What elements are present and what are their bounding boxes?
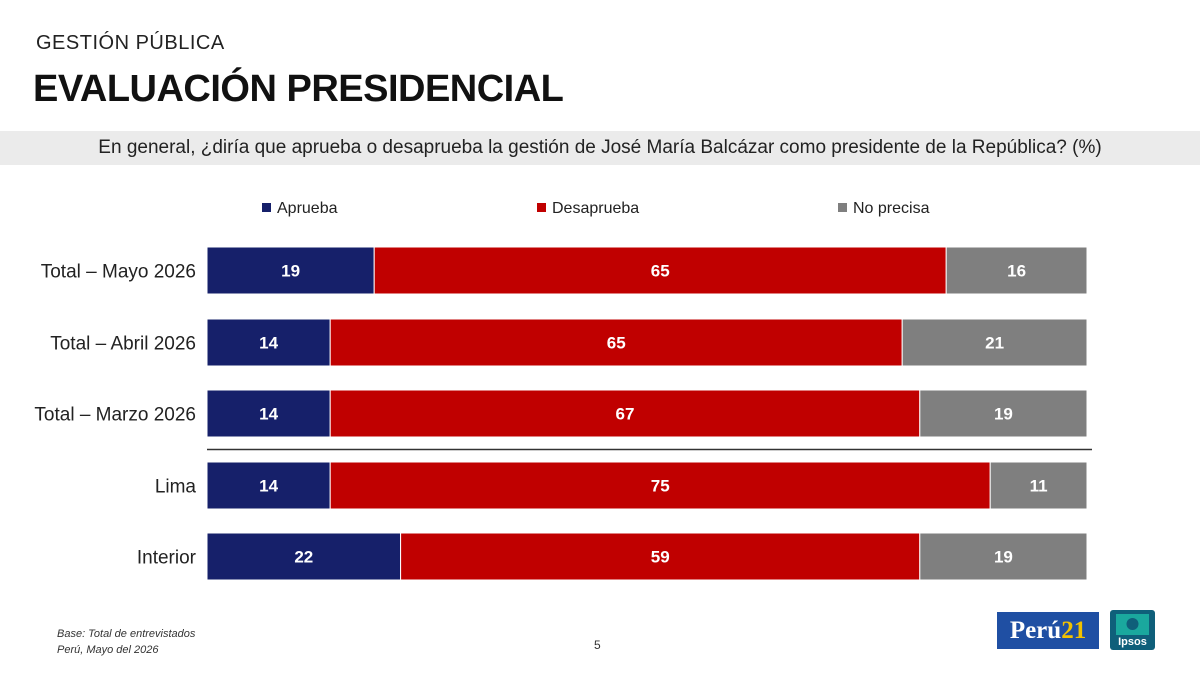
- bar-segment-3-2: [989, 461, 1088, 510]
- page-title: EVALUACIÓN PRESIDENCIAL: [33, 68, 564, 110]
- legend-label-2: No precisa: [853, 200, 930, 217]
- row-label-0: Total – Mayo 2026: [41, 262, 196, 283]
- footnote-date: Perú, Mayo del 2026: [57, 644, 159, 656]
- bar-segment-1-1: [329, 318, 903, 367]
- row-label-4: Interior: [137, 548, 197, 569]
- bar-segment-2-2: [919, 389, 1088, 438]
- bar-value-3-1: 75: [651, 477, 670, 496]
- bar-value-2-0: 14: [259, 405, 278, 424]
- bar-value-1-2: 21: [985, 334, 1004, 353]
- bar-segment-4-2: [919, 532, 1088, 581]
- legend-swatch-0: [262, 203, 271, 212]
- bar-segment-0-2: [945, 246, 1088, 295]
- row-label-3: Lima: [155, 477, 197, 498]
- row-label-2: Total – Marzo 2026: [34, 405, 196, 426]
- legend-label-1: Desaprueba: [552, 200, 639, 217]
- bar-segment-0-1: [373, 246, 947, 295]
- bar-value-0-1: 65: [651, 262, 670, 281]
- bar-value-3-2: 11: [1030, 477, 1048, 496]
- bar-value-0-0: 19: [281, 262, 300, 281]
- survey-question: En general, ¿diría que aprueba o desapru…: [98, 137, 1102, 158]
- bar-value-3-0: 14: [259, 477, 278, 496]
- bar-value-2-1: 67: [616, 405, 635, 424]
- legend-swatch-1: [537, 203, 546, 212]
- bar-value-1-0: 14: [259, 334, 278, 353]
- bar-segment-3-0: [206, 461, 331, 510]
- question-band: [0, 131, 1200, 165]
- peru21-logo-number: 21: [1061, 617, 1087, 644]
- bar-value-2-2: 19: [994, 405, 1013, 424]
- bar-segment-4-0: [206, 532, 402, 581]
- legend-label-0: Aprueba: [277, 200, 338, 217]
- row-label-1: Total – Abril 2026: [50, 334, 196, 355]
- bar-value-4-2: 19: [994, 548, 1013, 567]
- footnote-base: Base: Total de entrevistados: [57, 628, 196, 640]
- legend-swatch-2: [838, 203, 847, 212]
- peru21-logo-text: Perú: [1009, 617, 1062, 644]
- bar-value-0-2: 16: [1007, 262, 1026, 281]
- supertitle: GESTIÓN PÚBLICA: [36, 32, 225, 54]
- bar-segment-1-2: [901, 318, 1088, 367]
- bar-segment-0-0: [206, 246, 375, 295]
- stacked-bar-chart: Aprueba Desaprueba No precisa Total – Mayo …: [34, 200, 1092, 581]
- peru21-logo: Perú21: [997, 612, 1099, 649]
- bar-value-1-1: 65: [607, 334, 626, 353]
- bar-segment-2-1: [329, 389, 921, 438]
- bar-segment-4-1: [400, 532, 921, 581]
- ipsos-logo-text: Ipsos: [1118, 636, 1147, 648]
- bar-value-4-1: 59: [651, 548, 670, 567]
- page-number: 5: [594, 638, 601, 652]
- ipsos-logo: Ipsos: [1110, 610, 1155, 650]
- bar-segment-1-0: [206, 318, 331, 367]
- bar-value-4-0: 22: [294, 548, 313, 567]
- bar-segment-2-0: [206, 389, 331, 438]
- bar-segment-3-1: [329, 461, 991, 510]
